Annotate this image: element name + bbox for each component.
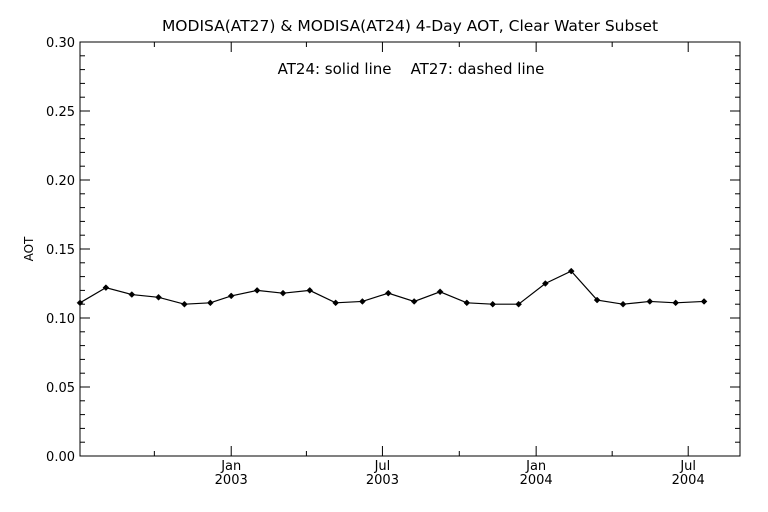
data-point-marker bbox=[227, 292, 235, 300]
y-axis-minor-ticks bbox=[80, 55, 740, 443]
series-layer bbox=[76, 267, 708, 308]
x-tick-label-month: Jan bbox=[220, 459, 241, 474]
y-tick-label: 0.10 bbox=[46, 312, 75, 327]
data-point-marker bbox=[306, 287, 314, 294]
chart-title: MODISA(AT27) & MODISA(AT24) 4-Day AOT, C… bbox=[162, 17, 658, 35]
y-tick-label: 0.25 bbox=[46, 105, 75, 120]
y-tick-label: 0.00 bbox=[46, 450, 75, 465]
data-point-marker bbox=[181, 300, 188, 308]
data-point-marker bbox=[155, 293, 162, 301]
data-point-marker bbox=[76, 299, 84, 307]
y-tick-label: 0.20 bbox=[46, 174, 75, 189]
y-tick-label: 0.30 bbox=[46, 36, 75, 51]
x-axis-minor-ticks bbox=[153, 42, 613, 456]
data-point-marker bbox=[489, 300, 497, 308]
y-tick-label: 0.05 bbox=[46, 381, 75, 396]
x-tick-label-month: Jan bbox=[525, 459, 546, 474]
data-point-marker bbox=[593, 296, 601, 304]
x-tick-label-year: 2003 bbox=[215, 473, 248, 488]
data-point-marker bbox=[384, 289, 392, 297]
x-tick-label-month: Jul bbox=[374, 459, 391, 474]
data-point-marker bbox=[359, 298, 366, 305]
data-point-marker bbox=[102, 284, 110, 291]
x-tick-label-year: 2004 bbox=[672, 473, 705, 488]
data-point-marker bbox=[253, 287, 261, 294]
y-tick-label: 0.15 bbox=[46, 243, 75, 258]
x-tick-label-year: 2003 bbox=[366, 473, 399, 488]
data-point-marker bbox=[567, 267, 575, 275]
data-point-marker bbox=[672, 299, 680, 307]
x-tick-label-year: 2004 bbox=[520, 473, 553, 488]
plot-frame bbox=[79, 41, 741, 457]
data-point-marker bbox=[332, 299, 339, 307]
data-point-marker bbox=[436, 288, 444, 296]
data-point-marker bbox=[619, 300, 627, 308]
data-point-marker bbox=[515, 300, 522, 308]
data-point-marker bbox=[279, 289, 287, 297]
line-style-annotation: AT24: solid line AT27: dashed line bbox=[278, 60, 545, 78]
data-point-marker bbox=[700, 298, 708, 305]
series-line bbox=[79, 270, 705, 305]
data-point-marker bbox=[463, 299, 471, 307]
data-point-marker bbox=[206, 299, 214, 307]
data-point-marker bbox=[646, 298, 654, 305]
x-tick-label-month: Jul bbox=[679, 459, 696, 474]
data-point-marker bbox=[128, 291, 136, 298]
data-point-marker bbox=[541, 280, 549, 287]
y-axis-label: AOT bbox=[22, 236, 36, 261]
data-point-marker bbox=[410, 298, 418, 305]
y-axis-ticks: 0.00 0.05 0.10 0.15 0.20 0.25 0.30 bbox=[46, 36, 740, 465]
